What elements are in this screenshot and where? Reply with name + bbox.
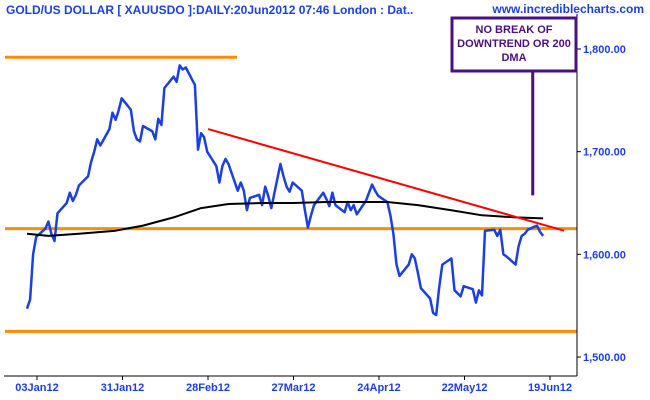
y-tick-label: 1,700.00 — [583, 147, 626, 159]
y-tick-label: 1,600.00 — [583, 249, 626, 261]
x-tick-label: 03Jan12 — [15, 382, 58, 394]
moving-average-line — [26, 201, 544, 237]
annotation-box — [450, 16, 578, 73]
x-tick-label: 22May12 — [442, 382, 488, 394]
y-tick-label: 1,800.00 — [583, 44, 626, 56]
x-tick-label: 31Jan12 — [101, 382, 144, 394]
y-axis: 1,500.00 1,600.00 1,700.00 1,800.00 — [577, 44, 626, 364]
x-tick-label: 24Apr12 — [357, 382, 400, 394]
annotation-text: NO BREAK OF DOWNTREND OR 200 DMA — [457, 24, 571, 64]
x-tick-label: 27Mar12 — [271, 382, 315, 394]
price-line — [25, 64, 545, 317]
plot-area — [5, 55, 577, 333]
x-axis: 03Jan12 31Jan12 28Feb12 27Mar12 24Apr12 22May… — [15, 376, 572, 394]
x-tick-label: 19Jun12 — [528, 382, 572, 394]
y-tick-label: 1,500.00 — [583, 352, 626, 364]
downtrend-line — [207, 128, 565, 232]
x-tick-label: 28Feb12 — [186, 382, 230, 394]
chart-title: GOLD/US DOLLAR [ XAUUSDO ]:DAILY:20Jun20… — [6, 3, 413, 17]
watermark: www.incrediblecharts.com — [491, 2, 644, 16]
annotation-group: NO BREAK OF DOWNTREND OR 200 DMA — [450, 16, 578, 196]
